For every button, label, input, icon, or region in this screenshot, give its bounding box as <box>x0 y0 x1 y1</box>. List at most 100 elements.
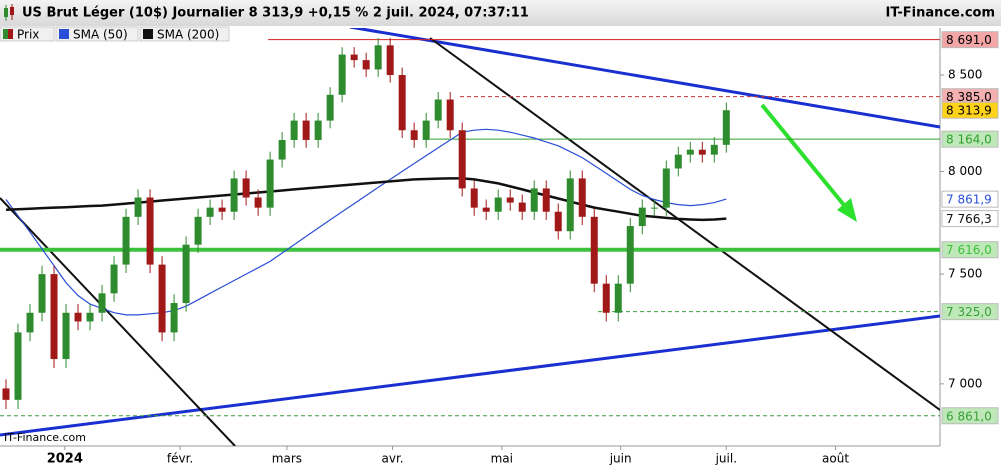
candle-body <box>338 54 346 95</box>
candle-body <box>566 178 574 232</box>
x-tick-label: 2024 <box>47 452 83 467</box>
candle-body <box>602 283 610 313</box>
candle-body <box>458 130 466 189</box>
candle-body <box>2 388 10 400</box>
candle-body <box>218 207 226 212</box>
candle-body <box>638 207 646 227</box>
level-label: 7 325,0 <box>946 305 992 319</box>
level-label: 8 385,0 <box>946 90 992 104</box>
candle-body <box>110 264 118 294</box>
candle-body <box>278 139 286 160</box>
level-label: 8 313,9 <box>946 104 992 118</box>
header-bar <box>0 0 1001 26</box>
candle-body <box>290 120 298 140</box>
candle-body <box>398 75 406 131</box>
x-tick-label: avr. <box>382 452 404 466</box>
candle-body <box>146 197 154 265</box>
candle-body <box>134 197 142 217</box>
level-box <box>941 130 999 148</box>
legend-label: SMA (200) <box>157 28 219 42</box>
candle-body <box>650 207 658 209</box>
legend-swatch <box>3 29 8 39</box>
candle-body <box>14 332 22 400</box>
level-box <box>941 210 999 228</box>
y-tick-label: 8 000 <box>948 164 982 178</box>
brand: IT-Finance.com <box>886 6 995 21</box>
legend-swatch <box>8 29 13 39</box>
candle-body <box>26 312 34 333</box>
icon <box>10 7 14 15</box>
candle-body <box>542 188 550 212</box>
candle-body <box>302 120 310 140</box>
candle-body <box>686 149 694 155</box>
level-box <box>941 31 999 49</box>
candle-body <box>62 312 70 360</box>
candle-body <box>578 178 586 217</box>
x-tick-label: août <box>822 452 849 466</box>
candle-body <box>50 274 58 360</box>
candle-body <box>266 159 274 208</box>
candle-body <box>182 244 190 303</box>
legend-swatch <box>59 29 69 39</box>
candle-body <box>326 94 334 121</box>
chart-title: US Brut Léger (10$) Journalier 8 313,9 +… <box>22 6 529 21</box>
candle-body <box>362 60 370 70</box>
trend-lines <box>0 28 940 446</box>
level-label: 8 164,0 <box>946 133 992 147</box>
level-box <box>941 241 999 259</box>
candle-body <box>506 197 514 203</box>
candle-body <box>350 54 358 61</box>
candle-body <box>170 302 178 333</box>
candle-body <box>242 178 250 198</box>
candle-body <box>482 207 490 212</box>
candle-body <box>434 99 442 121</box>
candle-body <box>530 188 538 212</box>
legend-item <box>0 26 55 42</box>
candle-body <box>518 202 526 212</box>
candle-body <box>722 110 730 145</box>
candle-body <box>86 312 94 322</box>
legend-label: Prix <box>17 28 39 42</box>
sma-line <box>5 177 727 222</box>
x-tick-label: mars <box>272 452 302 466</box>
level-box <box>941 407 999 425</box>
x-tick-label: mai <box>491 452 513 466</box>
icon <box>4 8 8 17</box>
candle-body <box>206 207 214 217</box>
level-label: 8 691,0 <box>946 33 992 47</box>
candle-body <box>674 154 682 169</box>
x-tick-label: juil. <box>715 452 737 466</box>
sma-line <box>5 128 727 316</box>
candle-body <box>422 120 430 140</box>
candle-body <box>446 99 454 131</box>
candle-body <box>74 312 82 322</box>
level-box <box>941 101 999 119</box>
candle-body <box>626 226 634 284</box>
trend-line <box>349 28 940 129</box>
candle-body <box>98 293 106 313</box>
candle-body <box>386 45 394 76</box>
arrow <box>760 103 850 212</box>
candle-body <box>470 188 478 208</box>
y-tick-label: 7 000 <box>948 376 982 390</box>
candle-body <box>254 197 262 208</box>
level-label: 6 861,0 <box>946 409 992 423</box>
candle-body <box>590 216 598 284</box>
candle-body <box>38 274 46 313</box>
legend-item <box>55 26 139 42</box>
y-tick-label: 8 500 <box>948 68 982 82</box>
candle-body <box>410 130 418 140</box>
candle-body <box>710 144 718 155</box>
candle-body <box>662 168 670 208</box>
level-label: 7 861,9 <box>946 193 992 207</box>
candle-body <box>494 197 502 212</box>
legend-item <box>139 26 230 42</box>
candle-body <box>698 149 706 155</box>
trend-line <box>0 197 236 446</box>
legend: Prix SMA (50) SMA (200) <box>0 26 230 42</box>
level-box <box>941 303 999 321</box>
candle-body <box>374 45 382 70</box>
level-box <box>941 190 999 208</box>
